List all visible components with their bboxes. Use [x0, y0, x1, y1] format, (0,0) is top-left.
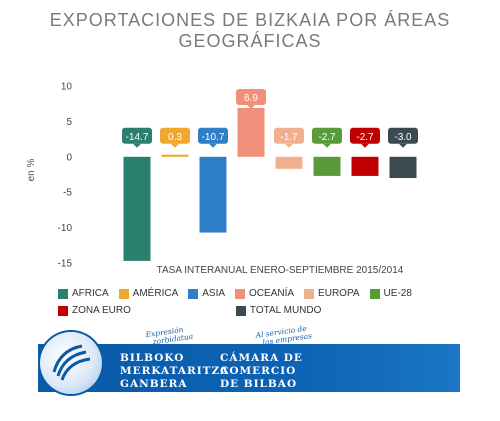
legend-item: AFRICA: [58, 285, 109, 302]
value-label: -1.7: [280, 132, 298, 143]
bar-asia: [199, 156, 227, 233]
legend-swatch: [58, 288, 68, 299]
legend-item: OCEANÍA: [235, 285, 294, 302]
value-label-box: [388, 127, 418, 144]
chart-title-line-1: EXPORTACIONES DE BIZKAIA POR ÁREAS: [49, 10, 451, 30]
legend-item: UE-28: [369, 285, 412, 302]
bar-ocean-a: [237, 107, 265, 157]
y-axis-ticks: 10 5 0 -5 -10 -15: [58, 82, 73, 270]
chamber-logo: Expresión zorbidatua Al servicio de las …: [38, 324, 460, 400]
bar-total-mundo: [389, 156, 417, 179]
value-label-pointer: [171, 143, 179, 148]
legend-label: OCEANÍA: [249, 288, 295, 299]
y-axis-label: en %: [26, 158, 37, 181]
logo-text-spanish: CÁMARA DE COMERCIO DE BILBAO: [220, 352, 303, 390]
legend-label: UE-28: [383, 288, 412, 299]
legend-swatch: [369, 288, 380, 299]
chart-subtitle: TASA INTERANUAL ENERO-SEPTIEMBRE 2015/20…: [157, 265, 404, 276]
bar-chart: en % 10 5 0 -5 -10 -15 -14.7 0.3 -10.7 6.9 -1.7 -2…: [26, 82, 418, 276]
value-label-pointer: [247, 104, 255, 109]
legend-swatch: [118, 288, 129, 299]
y-tick-label: -10: [58, 223, 73, 234]
bars: [123, 107, 417, 261]
value-label-box: [350, 127, 380, 144]
value-label-pointer: [399, 143, 407, 148]
legend-swatch: [235, 288, 246, 299]
value-label-box: [312, 127, 342, 144]
bar-europa: [275, 156, 303, 169]
value-label-pointer: [209, 143, 217, 148]
value-label-pointer: [323, 143, 331, 148]
value-labels: -14.7 0.3 -10.7 6.9 -1.7 -2.7 -2.7 -3.0: [122, 88, 418, 148]
legend-label: AMÉRICA: [132, 288, 179, 299]
logo-text-basque: BILBOKO MERKATARITZA GANBERA: [120, 352, 230, 390]
legend-item: EUROPA: [304, 285, 360, 302]
chart-title: EXPORTACIONES DE BIZKAIA POR ÁREAS GEOGR…: [0, 10, 500, 52]
value-label: -2.7: [356, 132, 374, 143]
y-tick-label: 5: [66, 117, 72, 128]
y-tick-label: -15: [58, 259, 73, 270]
bar-zona-euro: [351, 156, 379, 176]
legend-swatch: [304, 288, 315, 299]
bar-am-rica: [161, 154, 189, 157]
chamber-emblem-icon: [40, 332, 102, 394]
legend: AFRICA AMÉRICA ASIA OCEANÍA EUROPA UE-28 ZONA …: [58, 285, 478, 319]
value-label: -10.7: [202, 132, 225, 143]
value-label: -3.0: [394, 132, 412, 143]
value-label: 6.9: [244, 93, 258, 104]
value-label: 0.3: [168, 132, 182, 143]
bar-africa: [123, 156, 151, 261]
legend-label: AFRICA: [72, 288, 109, 299]
chart-title-line-2: GEOGRÁFICAS: [178, 31, 322, 51]
legend-label: TOTAL MUNDO: [249, 305, 322, 316]
value-label-pointer: [133, 143, 141, 148]
legend-item: ZONA EURO: [58, 302, 131, 319]
value-label: -2.7: [318, 132, 336, 143]
legend-item: ASIA: [188, 285, 225, 302]
legend-label: EUROPA: [318, 288, 360, 299]
legend-swatch: [235, 305, 246, 316]
legend-item: AMÉRICA: [118, 285, 179, 302]
value-label-pointer: [361, 143, 369, 148]
logo-bar: [38, 344, 460, 392]
y-tick-label: 0: [66, 152, 72, 163]
value-label-box: [274, 127, 304, 144]
legend-label: ASIA: [202, 288, 226, 299]
bar-ue-28: [313, 156, 341, 176]
legend-item: TOTAL MUNDO: [235, 302, 322, 319]
value-label-box: [160, 127, 190, 144]
value-label: -14.7: [126, 132, 149, 143]
value-label-box: [122, 127, 152, 144]
y-tick-label: -5: [63, 188, 72, 199]
value-label-box: [236, 88, 266, 105]
legend-swatch: [188, 288, 199, 299]
value-label-box: [198, 127, 228, 144]
legend-swatch: [58, 305, 68, 316]
y-tick-label: 10: [61, 82, 73, 93]
value-label-pointer: [285, 143, 293, 148]
legend-label: ZONA EURO: [72, 305, 131, 316]
